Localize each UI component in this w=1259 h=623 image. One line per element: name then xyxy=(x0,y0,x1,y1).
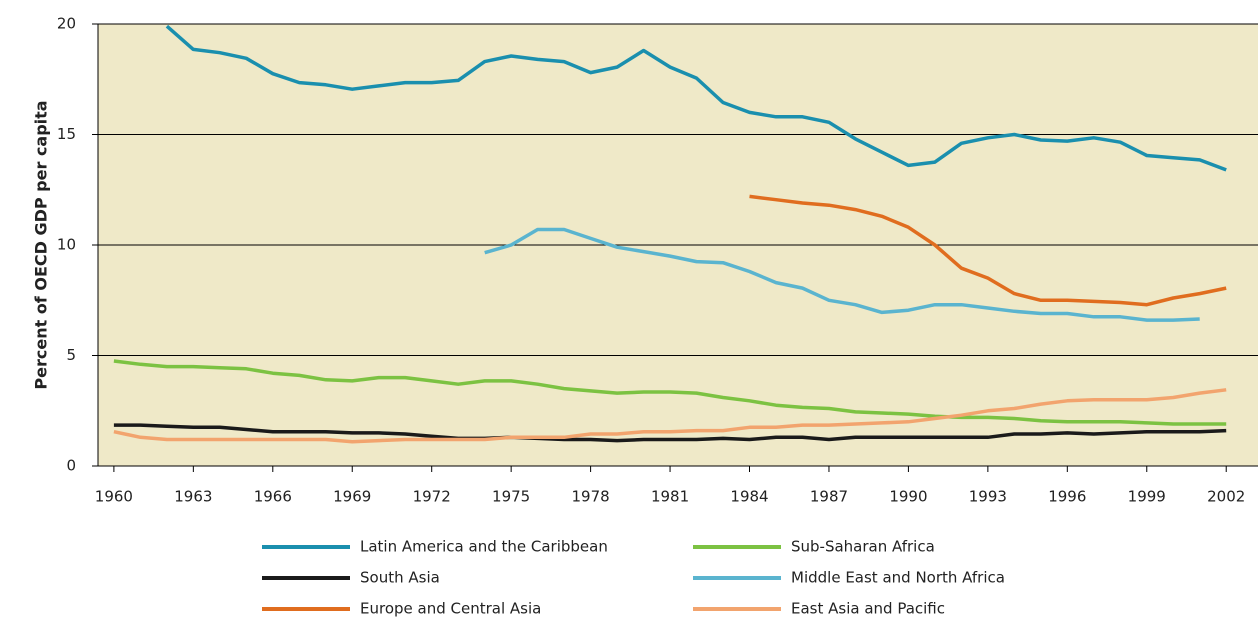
x-tick-label: 1981 xyxy=(651,488,689,506)
y-tick-label: 0 xyxy=(66,457,76,475)
x-tick-label: 1969 xyxy=(333,488,371,506)
series-line xyxy=(113,423,1227,443)
x-tick-label: 1999 xyxy=(1128,488,1166,506)
x-tick-label: 1963 xyxy=(174,488,212,506)
series-line xyxy=(113,359,1227,426)
x-tick-label: 1984 xyxy=(730,488,768,506)
legend-label: South Asia xyxy=(360,569,440,587)
series-line xyxy=(484,227,1200,322)
y-tick-label: 10 xyxy=(57,236,76,254)
series-line xyxy=(749,194,1227,307)
x-tick-label: 2002 xyxy=(1207,488,1245,506)
x-tick-label: 1990 xyxy=(889,488,927,506)
legend-label: Sub-Saharan Africa xyxy=(791,538,935,556)
x-tick-label: 1966 xyxy=(254,488,292,506)
x-tick-label: 1975 xyxy=(492,488,530,506)
y-tick-label: 5 xyxy=(66,346,76,364)
x-tick-label: 1987 xyxy=(810,488,848,506)
y-tick-label: 15 xyxy=(57,125,76,143)
series-line xyxy=(165,24,1227,172)
legend-label: East Asia and Pacific xyxy=(791,600,945,618)
x-tick-label: 1960 xyxy=(95,488,133,506)
x-tick-label: 1996 xyxy=(1048,488,1086,506)
legend-label: Middle East and North Africa xyxy=(791,569,1005,587)
legend-label: Europe and Central Asia xyxy=(360,600,541,618)
series-line xyxy=(113,388,1227,444)
legend-label: Latin America and the Caribbean xyxy=(360,538,608,556)
y-tick-label: 20 xyxy=(57,15,76,33)
x-tick-label: 1978 xyxy=(572,488,610,506)
x-tick-label: 1972 xyxy=(413,488,451,506)
y-axis-label: Percent of OECD GDP per capita xyxy=(32,100,51,389)
x-tick-label: 1993 xyxy=(969,488,1007,506)
